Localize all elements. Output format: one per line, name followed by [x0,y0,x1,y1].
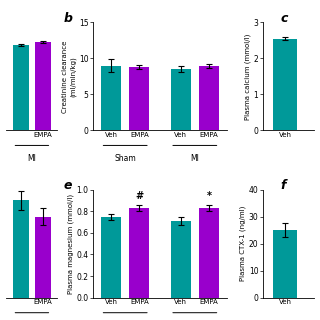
Text: c: c [280,12,288,25]
Y-axis label: Plasma CTX-1 (ng/ml): Plasma CTX-1 (ng/ml) [239,206,246,281]
Bar [171,69,191,130]
Text: *: * [206,191,212,201]
Bar [171,221,191,298]
Bar [273,39,297,130]
Y-axis label: Creatinine clearance
(ml/min/kg): Creatinine clearance (ml/min/kg) [62,40,76,113]
Bar [101,217,121,298]
Text: e: e [63,179,72,192]
Bar [13,45,28,130]
Bar [273,230,297,298]
Text: MI: MI [190,154,199,163]
Text: #: # [135,191,143,201]
Y-axis label: Plasma magnesium (mmol/l): Plasma magnesium (mmol/l) [67,194,74,294]
Text: f: f [280,179,286,192]
Bar [35,217,51,298]
Bar [13,200,28,298]
Text: b: b [63,12,72,25]
Bar [129,67,149,130]
Bar [199,66,219,130]
Text: Sham: Sham [114,154,136,163]
Bar [129,208,149,298]
Bar [101,66,121,130]
Text: MI: MI [28,154,36,163]
Bar [35,42,51,130]
Y-axis label: Plasma calcium (mmol/l): Plasma calcium (mmol/l) [244,33,251,120]
Bar [199,208,219,298]
